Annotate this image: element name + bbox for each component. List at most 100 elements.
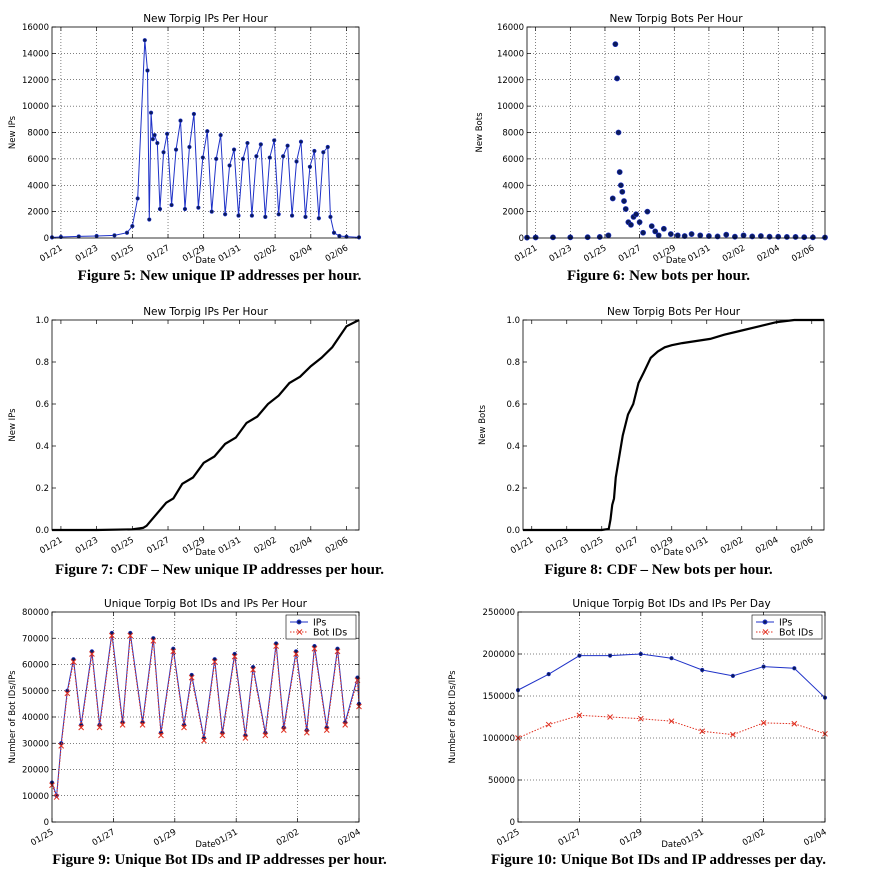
data-point (740, 232, 747, 239)
plot-frame (51, 611, 360, 823)
x-tick-label: 02/04 (754, 535, 780, 556)
x-tick-label: 02/06 (324, 535, 350, 556)
x-tick-label: 02/04 (288, 243, 314, 264)
data-point-x (150, 638, 157, 644)
data-point-x-stroke (250, 666, 256, 673)
y-tick-label: 10000 (497, 102, 524, 112)
data-point-x (96, 724, 103, 731)
data-point (628, 221, 634, 228)
data-point-x-stroke (334, 648, 341, 655)
y-tick-label: 80000 (22, 608, 49, 618)
x-tick-label: 02/06 (789, 535, 815, 556)
data-point (232, 651, 237, 657)
x-tick-label: 01/29 (618, 827, 644, 848)
data-point (289, 213, 295, 218)
data-point (205, 129, 210, 134)
data-point-x (139, 722, 146, 728)
data-point-x (89, 651, 95, 657)
x-tick-label: 01/23 (74, 535, 100, 556)
x-tick-label: 01/25 (495, 827, 521, 848)
y-tick-label: 0 (510, 818, 515, 828)
legend-marker (296, 629, 303, 635)
legend-label: IPs (313, 618, 326, 629)
data-point (124, 230, 130, 235)
data-point-x-stroke (262, 732, 269, 739)
y-tick-label: 14000 (22, 49, 49, 59)
data-point (218, 133, 223, 138)
data-point (254, 154, 259, 159)
data-point-x-stroke (70, 659, 77, 665)
data-point-x (637, 715, 644, 722)
data-point-x-stroke (89, 651, 95, 657)
data-point-x (231, 653, 238, 660)
data-point (640, 229, 646, 236)
data-point (109, 630, 114, 636)
data-point (151, 636, 156, 641)
legend-label: Bot IDs (779, 628, 813, 639)
data-point (732, 233, 738, 240)
y-tick-label: 0.8 (506, 358, 520, 368)
data-point-x (58, 743, 65, 749)
figure-caption: Figure 10: Unique Bot IDs and IP address… (490, 852, 827, 868)
x-tick-label: 02/02 (252, 243, 278, 264)
chart-svg: New Torpig IPs Per Hour 0.0 0.2 0.4 0.6 0.8 1.… (8, 306, 360, 558)
y-tick-label: 10000 (22, 792, 49, 802)
x-tick-label: 01/31 (217, 243, 243, 264)
y-tick-label: 0.4 (35, 442, 49, 452)
data-point (809, 234, 816, 241)
x-tick-label: 02/02 (719, 535, 745, 556)
chart-svg: New Torpig Bots Per Hour 0.0 0.2 0.4 0.6 0.8 1… (478, 306, 825, 558)
data-point-x-stroke (53, 794, 60, 800)
data-point-x (760, 720, 767, 726)
data-point (757, 233, 764, 239)
data-point-x (158, 732, 164, 739)
data-point-x (262, 732, 269, 739)
series-line (52, 319, 360, 532)
data-point-x (127, 632, 134, 639)
x-tick-label: 01/29 (152, 827, 178, 848)
data-point (89, 649, 95, 654)
data-point (328, 214, 333, 219)
y-tick-label: 0.6 (506, 400, 520, 410)
data-point (615, 129, 622, 136)
x-tick-label: 01/21 (509, 535, 535, 556)
data-point (245, 140, 250, 146)
data-point (187, 144, 192, 150)
data-point (281, 154, 286, 159)
data-point (344, 234, 349, 239)
y-tick-label: 1.0 (506, 316, 520, 326)
data-point (231, 147, 237, 152)
chart-unique-per-day: Unique Torpig Bot IDs and IPs Per Day 0 50… (439, 588, 878, 882)
data-point (150, 136, 155, 142)
x-tick-label: 01/31 (686, 243, 712, 264)
series-line (51, 40, 360, 238)
x-tick-label: 01/23 (74, 243, 100, 264)
data-point (173, 147, 179, 152)
y-axis-label: New Bots (475, 112, 485, 153)
data-point (293, 649, 299, 654)
x-tick-label: 02/04 (336, 827, 362, 848)
y-axis-label: New Bots (478, 404, 488, 445)
data-point (577, 653, 582, 658)
data-point-x-stroke (231, 653, 238, 660)
y-tick-label: 50000 (488, 776, 515, 786)
y-tick-label: 8000 (27, 129, 49, 139)
chart-svg: Unique Torpig Bot IDs and IPs Per Day 0 50… (448, 598, 829, 850)
chart-svg: New Torpig Bots Per Hour 0 2000 4000 6000 800… (475, 13, 828, 266)
x-tick-label: 01/25 (29, 827, 55, 848)
y-tick-label: 12000 (497, 76, 524, 86)
x-tick-label: 01/31 (684, 535, 710, 556)
y-tick-label: 20000 (22, 766, 49, 776)
data-point (294, 159, 299, 164)
data-point (272, 138, 277, 143)
data-point (316, 216, 321, 221)
chart-title: Unique Torpig Bot IDs and IPs Per Day (572, 598, 770, 610)
y-tick-label: 2000 (27, 208, 49, 218)
data-point-x-stroke (201, 737, 207, 744)
data-point (706, 233, 712, 239)
data-point (71, 657, 76, 662)
y-tick-label: 30000 (22, 739, 49, 749)
data-point (263, 214, 268, 219)
data-point (148, 110, 154, 115)
data-point (730, 673, 736, 678)
